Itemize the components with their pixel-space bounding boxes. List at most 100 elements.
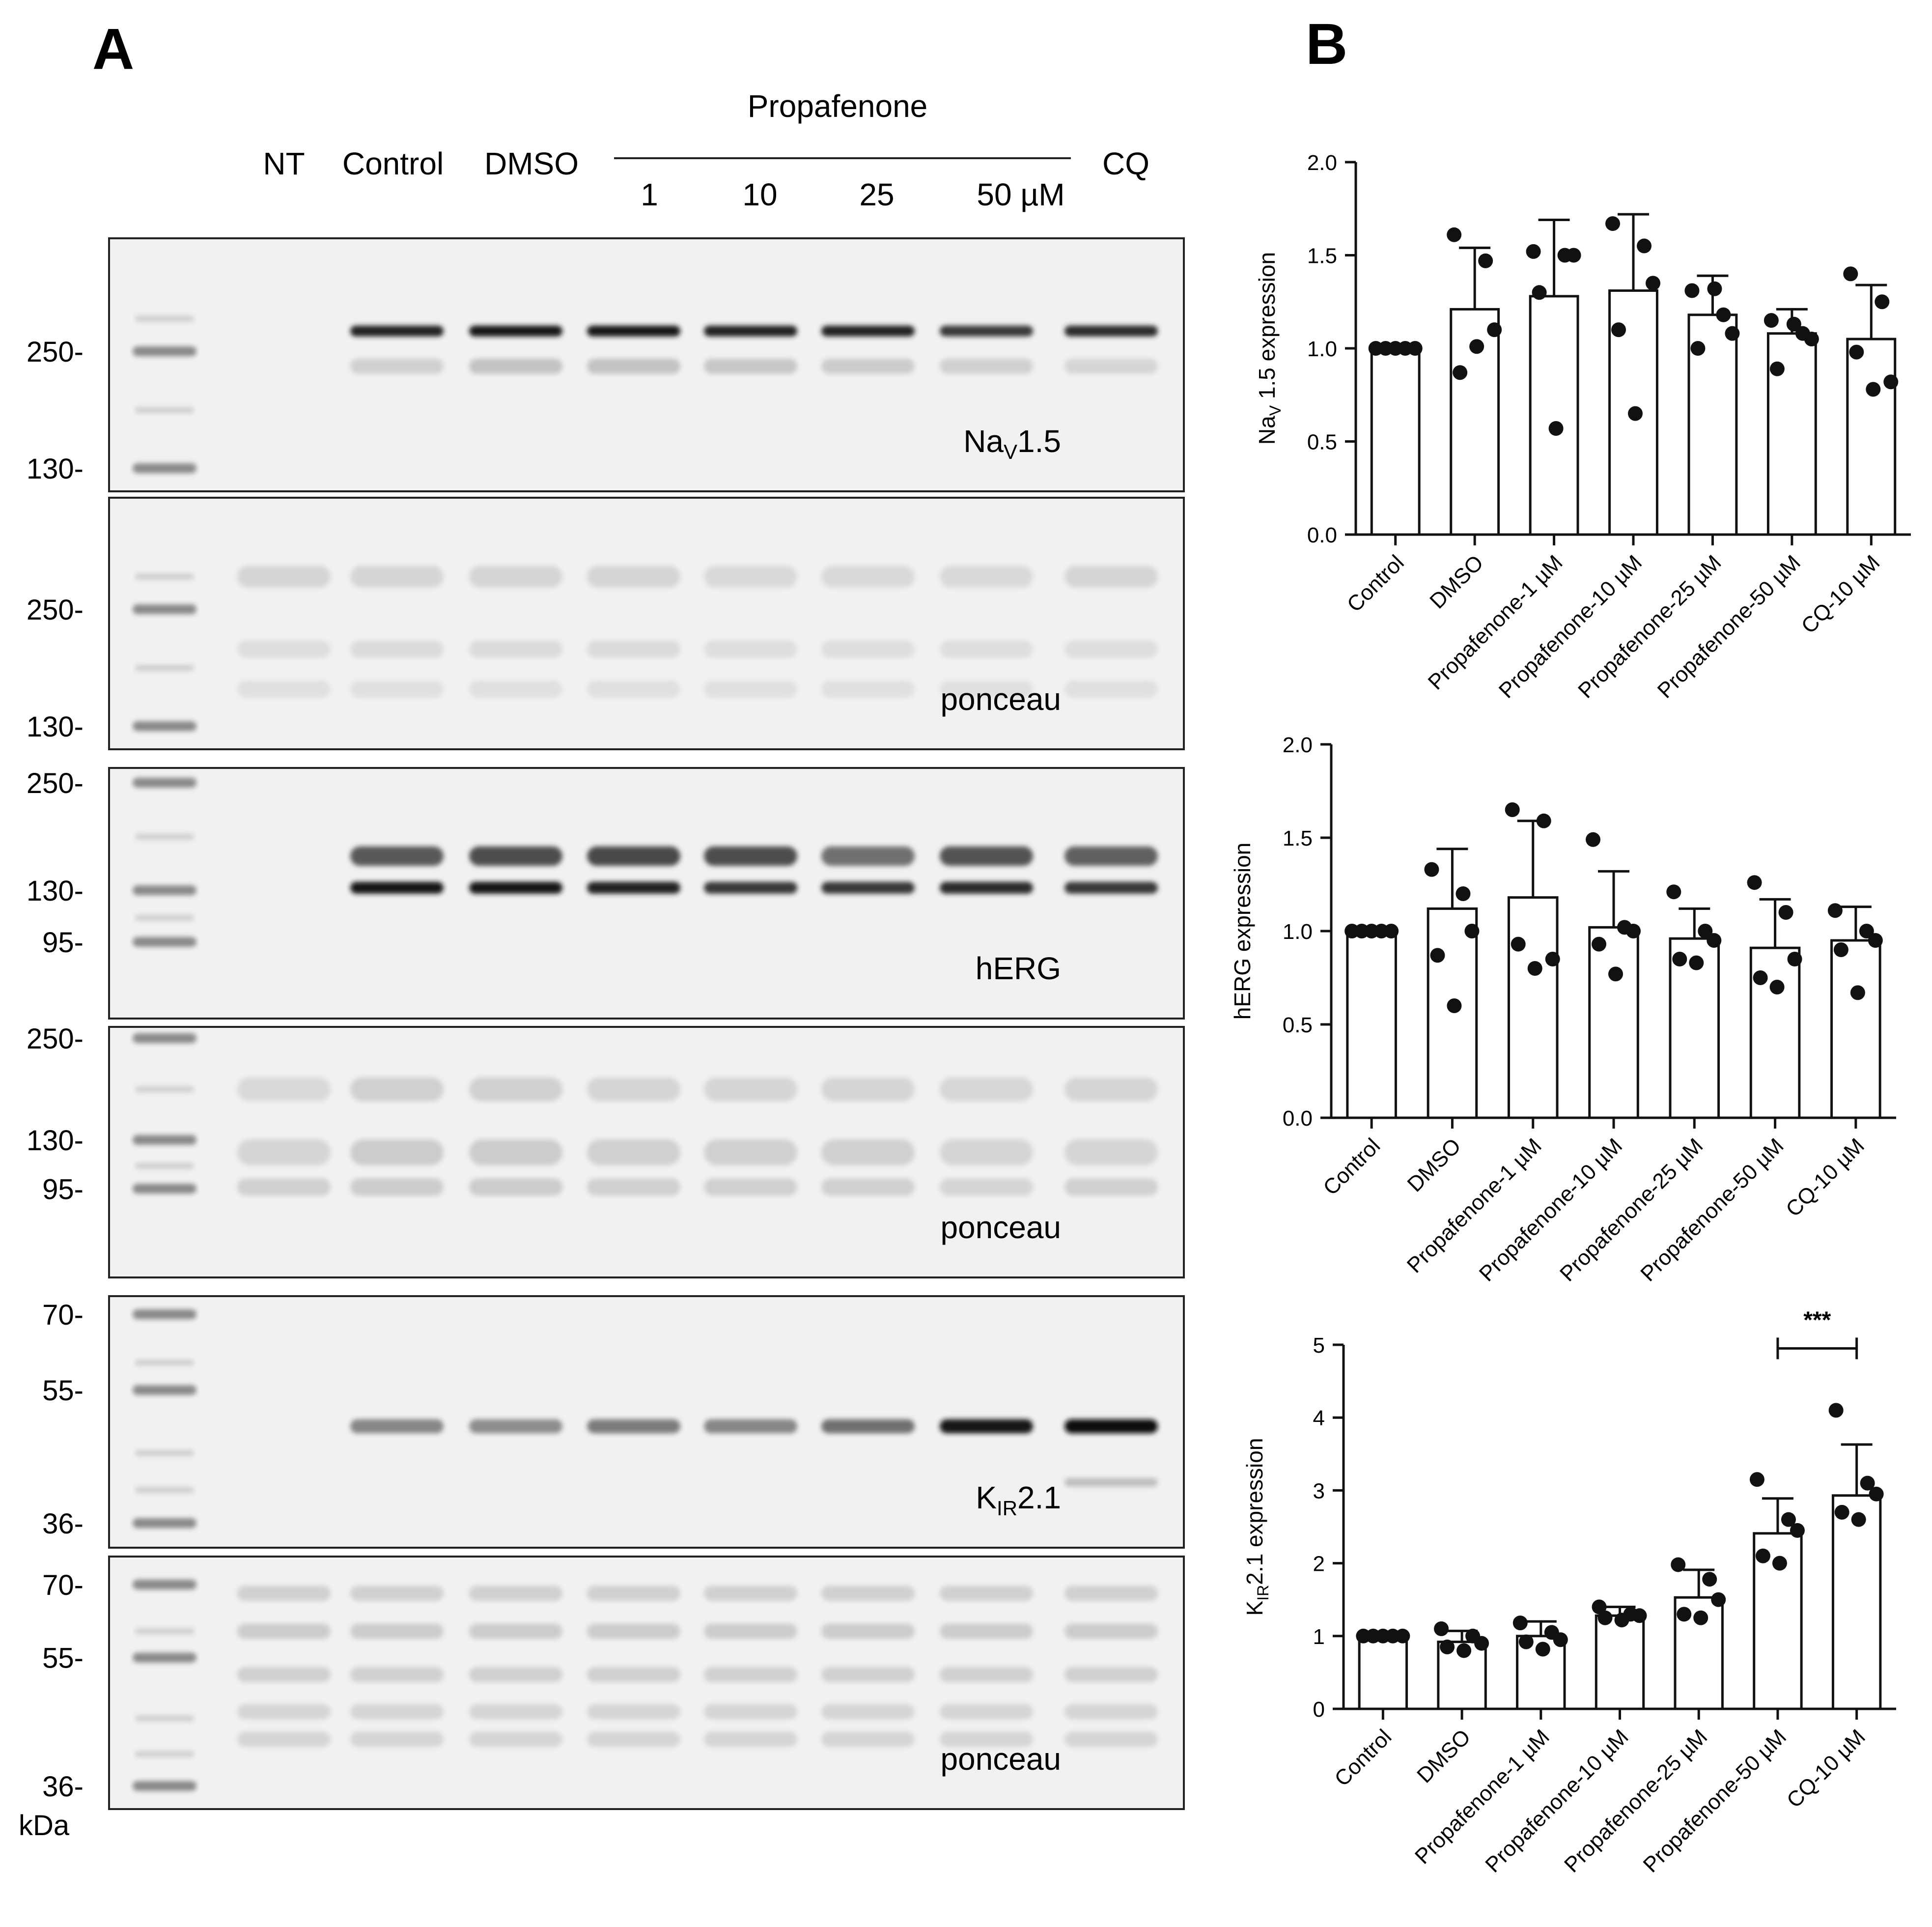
protein-band: [940, 640, 1033, 658]
x-tick-label: Propafenone-1 µM: [1424, 550, 1568, 694]
data-point: [1447, 998, 1462, 1013]
blot-header: NT Control DMSO CQ Propafenone 1 10 25 5…: [263, 88, 1149, 212]
data-point: [1869, 1486, 1884, 1502]
y-axis-label: NaV 1.5 expression: [1254, 252, 1284, 445]
data-point: [1755, 1548, 1770, 1563]
significance-label: ***: [1803, 1307, 1831, 1333]
x-tick-label: Control: [1318, 1134, 1385, 1200]
strip-label: ponceau: [940, 1741, 1061, 1777]
y-tick-label: 2.0: [1307, 151, 1337, 175]
protein-band: [350, 881, 444, 894]
data-point: [1527, 961, 1542, 976]
data-point: [1518, 1634, 1534, 1649]
dose-label-10: 10: [742, 177, 777, 212]
panel-label-b: B: [1306, 12, 1347, 77]
data-point: [1632, 1608, 1647, 1623]
data-point: [1384, 924, 1399, 938]
y-tick-label: 5: [1313, 1333, 1325, 1358]
protein-band: [1064, 566, 1158, 588]
protein-band: [350, 1667, 444, 1682]
y-tick-label: 2: [1313, 1552, 1325, 1576]
y-axis-label: KIR2.1 expression: [1242, 1438, 1272, 1616]
ladder-band: [135, 1715, 194, 1722]
protein-band: [704, 1704, 797, 1720]
data-point: [1614, 1613, 1629, 1628]
protein-band: [704, 566, 797, 588]
protein-band: [704, 1419, 797, 1434]
protein-band: [1064, 1667, 1158, 1682]
data-point: [1592, 936, 1606, 952]
protein-band: [1064, 1704, 1158, 1720]
data-point: [1553, 1632, 1568, 1647]
y-tick-label: 0.0: [1283, 1106, 1313, 1131]
ladder-band: [135, 834, 194, 840]
protein-band: [821, 881, 915, 894]
ladder-band: [133, 1518, 196, 1528]
ladder-band: [135, 1450, 194, 1456]
x-tick-label: Control: [1343, 550, 1409, 617]
protein-band: [237, 1139, 331, 1165]
protein-band: [821, 1077, 915, 1102]
data-point: [1474, 1636, 1489, 1651]
protein-band: [940, 1419, 1033, 1434]
data-point: [1605, 216, 1620, 231]
protein-band: [1064, 640, 1158, 658]
data-point: [1637, 238, 1652, 254]
data-point: [1828, 1403, 1844, 1418]
protein-band: [821, 1178, 915, 1196]
data-point: [1672, 952, 1687, 966]
protein-band: [350, 1704, 444, 1720]
ladder-band: [133, 463, 196, 473]
ladder-band: [135, 1487, 194, 1493]
protein-band: [940, 1178, 1033, 1196]
dose-label-50: 50 µM: [977, 177, 1064, 212]
protein-band: [350, 1077, 444, 1102]
protein-band: [587, 325, 680, 337]
data-point: [1626, 924, 1641, 938]
data-point: [1698, 924, 1713, 938]
strip-label: ponceau: [940, 681, 1061, 717]
y-tick-label: 0: [1313, 1698, 1325, 1722]
panel-b: B 0.0 0.5 1.0 1.5 2.0 NaV 1.5 expression Contr…: [1230, 12, 1911, 1877]
data-point: [1689, 955, 1704, 970]
ladder-marker-label: 130-: [27, 875, 84, 907]
panel-label-a: A: [92, 17, 134, 82]
protein-band: [940, 1731, 1033, 1747]
protein-band: [469, 358, 562, 374]
data-point: [1786, 316, 1801, 332]
x-tick-label: Propafenone-10 µM: [1475, 1134, 1627, 1286]
dose-label-1: 1: [641, 177, 658, 212]
protein-band: [587, 1139, 680, 1165]
strip-label: hERG: [976, 951, 1061, 986]
ladder-marker-label: 36-: [42, 1771, 84, 1803]
protein-band: [350, 1419, 444, 1434]
protein-band: [350, 1586, 444, 1601]
protein-band: [704, 1586, 797, 1601]
protein-band: [587, 566, 680, 588]
protein-band: [821, 1623, 915, 1639]
protein-band: [1064, 680, 1158, 698]
protein-band: [821, 358, 915, 374]
ladder-band: [133, 1385, 196, 1395]
x-tick-label: Control: [1330, 1725, 1396, 1791]
data-point: [1545, 952, 1560, 966]
x-tick-label: Propafenone-50 µM: [1653, 550, 1805, 703]
ladder-band: [135, 1162, 194, 1169]
protein-band: [587, 1704, 680, 1720]
protein-band: [940, 680, 1033, 698]
ladder-band: [135, 665, 194, 671]
ladder-marker-label: 130-: [27, 1125, 84, 1157]
protein-band: [350, 680, 444, 698]
protein-band: [469, 640, 562, 658]
data-point: [1532, 285, 1547, 300]
y-axis-label: hERG expression: [1230, 843, 1255, 1020]
data-point: [1753, 970, 1768, 985]
protein-band: [821, 325, 915, 337]
protein-band: [587, 1419, 680, 1434]
protein-band: [704, 1139, 797, 1165]
protein-band: [821, 566, 915, 588]
y-tick-label: 1: [1313, 1625, 1325, 1649]
x-tick-label: DMSO: [1425, 550, 1488, 613]
ladder-marker-label: 250-: [27, 1023, 84, 1055]
